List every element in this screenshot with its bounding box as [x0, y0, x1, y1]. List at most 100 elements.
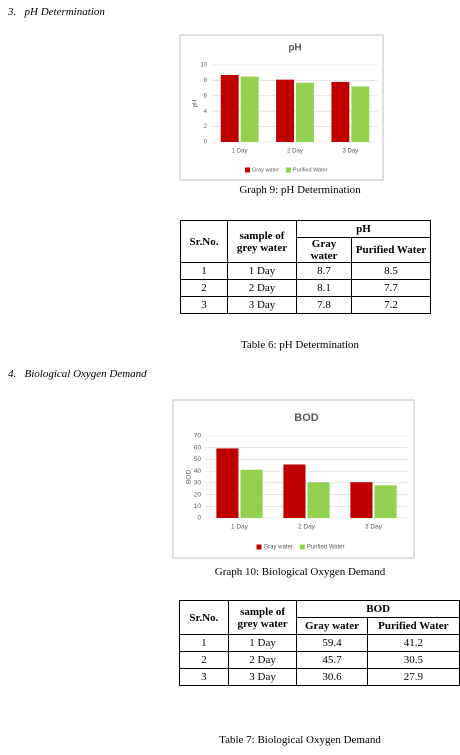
bar [240, 76, 259, 142]
y-tick-label: 10 [200, 63, 207, 69]
y-tick-label: 70 [194, 433, 202, 440]
table-cell: 45.7 [296, 651, 368, 669]
bar [276, 79, 294, 142]
table-cell: 2 [180, 279, 228, 297]
bar [350, 482, 373, 518]
heading-number: 3. [8, 6, 17, 18]
header-row: Sr.No. sample of grey water pH [180, 220, 431, 263]
caption: Graph 10: Biological Oxygen Demand [214, 566, 386, 578]
table-cell: 2 Day [227, 651, 298, 669]
y-tick-label: 40 [194, 468, 202, 475]
y-tick-label: 30 [194, 480, 202, 487]
y-tick-label: 50 [194, 456, 202, 463]
table-cell: 2 Day [227, 279, 297, 297]
bar [374, 485, 397, 518]
legend-label: Gray water [252, 167, 279, 173]
table-cell: 1 [180, 262, 228, 280]
x-tick-label: 1 Day [231, 524, 249, 531]
y-axis-label: BOD [186, 470, 193, 484]
bar [351, 86, 370, 142]
header-cell: sample of grey water [227, 220, 297, 263]
bar [220, 75, 239, 142]
heading: 3. pH Determination [8, 6, 105, 18]
legend-label: Gray water [264, 545, 293, 551]
table-cell: 7.8 [296, 296, 352, 314]
header-cell: pH [296, 220, 431, 238]
legend-swatch [299, 544, 305, 550]
heading-text: Biological Oxygen Demand [24, 368, 147, 380]
header-cell: BOD [296, 600, 460, 618]
table-cell: 8.7 [296, 262, 352, 280]
caption: Graph 9: pH Determination [239, 184, 361, 196]
x-tick-label: 2 Day [287, 149, 303, 155]
header-cell: Purified Water [366, 617, 460, 635]
legend-swatch [245, 167, 250, 173]
table-cell: 8.5 [351, 262, 431, 280]
x-tick-label: 3 Day [365, 524, 383, 531]
bar [296, 82, 314, 142]
y-tick-label: 4 [204, 109, 208, 115]
legend-swatch [256, 544, 262, 550]
table-cell: 7.7 [351, 279, 431, 297]
bar [307, 482, 330, 518]
table-cell: 2 [179, 651, 229, 669]
header-row: Gray water Purified Water [180, 617, 460, 635]
header-cell: Gray water [296, 617, 368, 635]
table-cell: 3 [180, 296, 228, 314]
heading-number: 4. [8, 368, 17, 380]
heading: 4. Biological Oxygen Demand [8, 368, 147, 380]
y-tick-label: 20 [194, 491, 202, 498]
y-tick-label: 6 [204, 93, 208, 99]
y-tick-label: 0 [197, 515, 201, 522]
table-cell: 8.1 [296, 279, 352, 297]
bar [240, 469, 263, 518]
data-table: Sr.No. sample of grey water BOD Gray water P… [179, 600, 460, 686]
table-cell: 30.6 [296, 668, 368, 686]
y-tick-label: 0 [204, 140, 208, 146]
table-cell: 3 [179, 668, 229, 686]
table-cell: 27.9 [366, 668, 460, 686]
bar [283, 464, 306, 518]
x-tick-label: 1 Day [232, 149, 248, 155]
table-cell: 3 Day [227, 296, 297, 314]
x-tick-label: 2 Day [298, 524, 316, 531]
table-cell: 30.5 [366, 651, 460, 669]
bar [216, 448, 239, 518]
bar [331, 81, 350, 142]
header-cell: Sr.No. [180, 220, 228, 263]
header-cell: Purified Water [351, 237, 431, 263]
x-tick-label: 3 Day [342, 149, 358, 155]
caption: Table 6: pH Determination [240, 339, 360, 351]
header-cell: Gray water [296, 237, 352, 263]
y-tick-label: 8 [204, 78, 208, 84]
header-row: Gray water Purified Water [181, 237, 431, 263]
caption: Table 7: Biological Oxygen Demand [219, 734, 381, 746]
legend-swatch [285, 167, 291, 173]
table-cell: 1 Day [227, 634, 298, 652]
y-tick-label: 10 [194, 503, 202, 510]
y-tick-label: 2 [204, 124, 208, 130]
table-cell: 3 Day [227, 668, 298, 686]
chart-title: BOD [294, 412, 319, 424]
table-cell: 1 Day [227, 262, 297, 280]
y-tick-label: 60 [194, 444, 202, 451]
header-cell: Sr.No. [179, 600, 229, 635]
table-cell: 41.2 [366, 634, 460, 652]
y-axis-label: pH [193, 100, 199, 108]
chart-title: pH [288, 43, 301, 54]
table-cell: 1 [179, 634, 229, 652]
header-row: Sr.No. sample of grey water BOD [179, 600, 460, 635]
data-table: Sr.No. sample of grey water pH Gray water Pu… [180, 220, 431, 314]
heading-text: pH Determination [24, 6, 105, 18]
legend-label: Purified Water [293, 167, 328, 173]
legend-label: Purified Water [307, 545, 345, 551]
header-cell: sample of grey water [227, 600, 298, 635]
